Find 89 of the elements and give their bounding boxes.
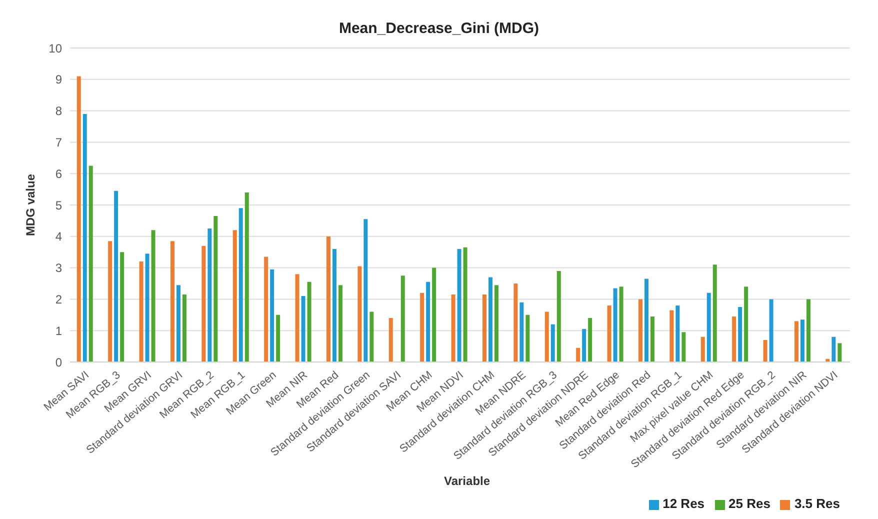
y-tick-label: 6 xyxy=(55,166,62,181)
y-tick-label: 9 xyxy=(55,72,62,87)
bar xyxy=(738,307,742,362)
y-tick-label: 4 xyxy=(55,230,62,244)
bar xyxy=(151,230,156,362)
bar xyxy=(520,302,524,362)
bar xyxy=(301,296,306,362)
bar xyxy=(326,236,330,362)
bar xyxy=(712,264,717,362)
bar xyxy=(307,282,312,362)
bar xyxy=(244,192,249,362)
bar xyxy=(582,329,586,362)
bar xyxy=(457,248,462,362)
bar xyxy=(432,268,436,362)
y-tick-label: 0 xyxy=(55,355,62,370)
y-tick-label: 8 xyxy=(55,104,62,118)
y-tick-label: 7 xyxy=(55,135,62,150)
bar xyxy=(238,208,243,362)
bar xyxy=(619,286,624,362)
bar xyxy=(270,269,274,362)
bar xyxy=(202,246,206,362)
bar xyxy=(264,256,268,362)
bar xyxy=(276,314,280,362)
bar xyxy=(176,285,180,362)
bar xyxy=(544,312,549,362)
bar xyxy=(832,336,836,362)
bar xyxy=(670,310,674,362)
bar xyxy=(650,316,654,362)
bar xyxy=(576,348,580,362)
bar xyxy=(139,262,144,362)
chart-title: Mean_Decrease_Gini (MDG) xyxy=(338,20,540,37)
y-tick-label: 5 xyxy=(55,198,62,212)
bar xyxy=(108,241,112,362)
bar xyxy=(182,294,186,362)
bar xyxy=(588,318,592,362)
bar xyxy=(732,316,736,362)
x-axis-title: Variable xyxy=(444,474,490,488)
bar xyxy=(682,332,686,362)
bar xyxy=(463,247,468,362)
bar xyxy=(794,321,798,362)
y-tick-label: 2 xyxy=(55,292,62,306)
bar xyxy=(488,277,492,362)
bar xyxy=(400,276,405,362)
bar xyxy=(364,219,368,362)
bar xyxy=(451,294,456,362)
bar xyxy=(806,299,810,362)
bar xyxy=(388,318,393,362)
bar xyxy=(550,324,555,362)
bar xyxy=(526,314,530,362)
bar xyxy=(295,274,300,362)
bar xyxy=(420,292,424,362)
bar xyxy=(706,292,711,362)
y-tick-label: 10 xyxy=(48,41,62,56)
bar xyxy=(170,241,174,362)
bar xyxy=(638,299,642,362)
bar xyxy=(763,340,768,362)
bar xyxy=(358,266,362,362)
bar xyxy=(214,216,218,362)
bar xyxy=(514,284,518,362)
bar xyxy=(838,343,842,362)
bar xyxy=(607,305,612,362)
bar xyxy=(744,286,748,362)
bar xyxy=(613,288,618,362)
bar xyxy=(494,285,498,362)
bar xyxy=(338,285,342,362)
bar xyxy=(769,299,774,362)
bar xyxy=(120,252,124,362)
bar xyxy=(556,270,561,362)
bar xyxy=(232,230,237,362)
bar xyxy=(76,76,81,362)
y-tick-label: 3 xyxy=(55,261,62,276)
legend-label: 3.5 Res xyxy=(794,496,840,511)
bar xyxy=(676,305,680,362)
bar xyxy=(145,254,150,362)
bar xyxy=(644,278,648,362)
legend-label: 25 Res xyxy=(728,496,770,511)
bar xyxy=(88,166,93,362)
y-axis-title: MDG value xyxy=(23,174,38,236)
bar xyxy=(82,114,87,362)
bar xyxy=(700,336,705,362)
bar xyxy=(426,282,430,362)
bar xyxy=(370,312,374,362)
bar xyxy=(800,320,804,362)
bar xyxy=(114,190,118,362)
bar xyxy=(332,248,336,362)
bar xyxy=(208,228,212,362)
y-tick-label: 1 xyxy=(55,324,62,338)
bar xyxy=(482,294,486,362)
legend-label: 12 Res xyxy=(662,496,705,511)
